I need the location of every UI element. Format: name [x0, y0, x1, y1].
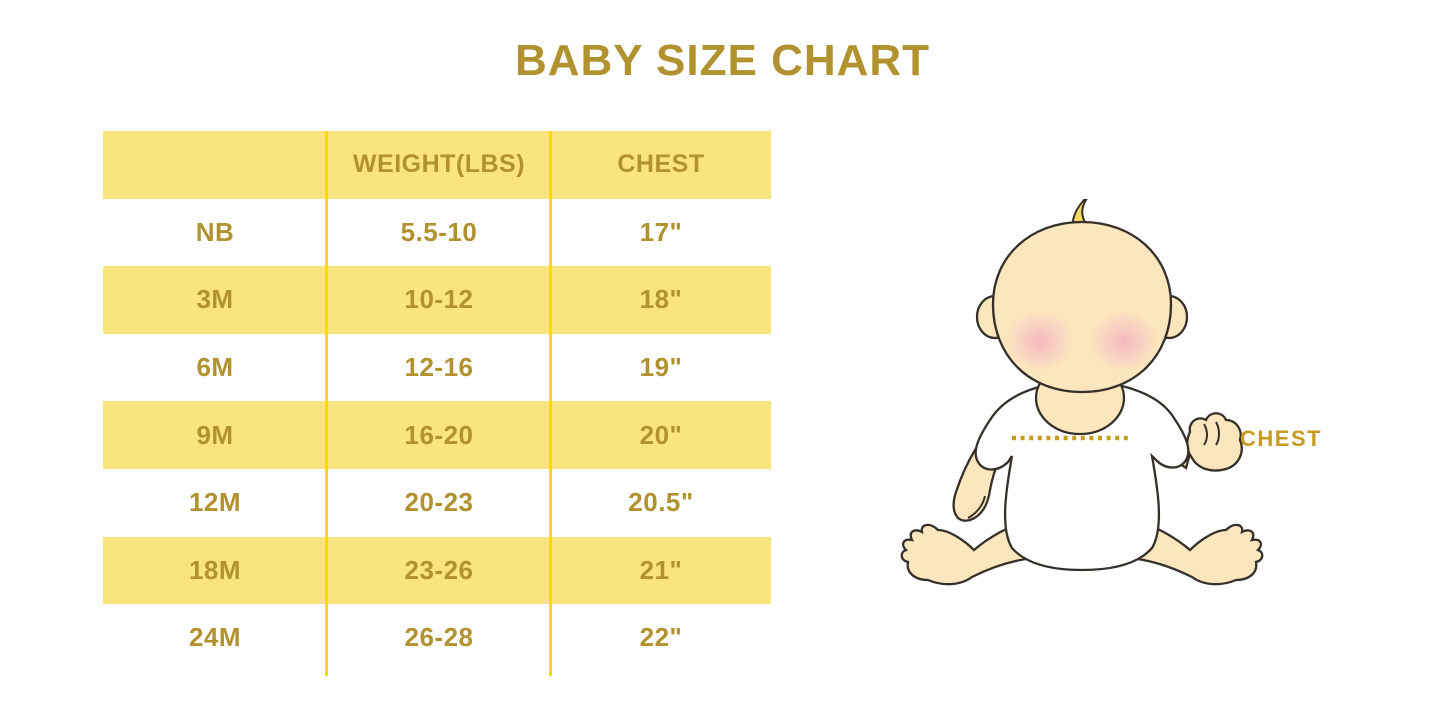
- table-row: 6M 12-16 19": [103, 334, 771, 402]
- chest-cell: 22": [639, 622, 683, 653]
- weight-cell: 10-12: [404, 284, 474, 315]
- weight-cell: 23-26: [404, 554, 474, 585]
- finger-line: [967, 495, 986, 519]
- size-cell: 24M: [188, 622, 242, 653]
- size-cell: NB: [195, 216, 235, 247]
- header-weight: WEIGHT(LBS): [352, 150, 526, 179]
- leg-right: [1128, 518, 1264, 586]
- baby-illustration: CHEST: [880, 180, 1360, 660]
- weight-cell: 26-28: [404, 622, 474, 653]
- table-row: 9M 16-20 20": [103, 401, 771, 469]
- header-chest: CHEST: [617, 150, 705, 179]
- table-row: 3M 10-12 18": [103, 266, 771, 334]
- cheek-left: [1006, 310, 1074, 372]
- size-table-body: NB 5.5-10 17" 3M 10-12 18" 6M 12-16 19" …: [103, 199, 771, 672]
- chest-cell: 17": [639, 216, 683, 247]
- table-row: 18M 23-26 21": [103, 536, 771, 605]
- baby-size-table: WEIGHT(LBS) CHEST NB 5.5-10 17" 3M 10-12…: [103, 131, 771, 676]
- cheek-right: [1090, 310, 1158, 372]
- chest-label: CHEST: [1240, 426, 1322, 451]
- shirt: [974, 384, 1190, 572]
- column-divider: [325, 131, 328, 676]
- leg-left: [900, 518, 1036, 586]
- column-divider: [549, 131, 552, 676]
- size-cell: 12M: [188, 487, 242, 518]
- table-row: 12M 20-23 20.5": [103, 469, 771, 537]
- chest-cell: 20.5": [628, 487, 694, 518]
- table-row: NB 5.5-10 17": [103, 199, 771, 267]
- chest-cell: 20": [639, 419, 683, 450]
- chest-cell: 21": [639, 554, 683, 585]
- size-cell: 9M: [196, 419, 234, 450]
- weight-cell: 5.5-10: [400, 216, 478, 247]
- weight-cell: 16-20: [404, 419, 474, 450]
- size-cell: 3M: [196, 284, 234, 315]
- size-cell: 6M: [196, 352, 234, 383]
- knuckle-line: [1203, 421, 1220, 446]
- table-row: 24M 26-28 22": [103, 604, 771, 672]
- weight-cell: 20-23: [404, 487, 474, 518]
- fist-right: [1186, 412, 1243, 472]
- size-cell: 18M: [188, 554, 242, 585]
- chest-cell: 19": [639, 352, 683, 383]
- chest-cell: 18": [639, 284, 683, 315]
- head: [991, 220, 1173, 394]
- weight-cell: 12-16: [404, 352, 474, 383]
- table-header-row: WEIGHT(LBS) CHEST: [103, 131, 771, 199]
- page-title: BABY SIZE CHART: [514, 36, 931, 85]
- baby-chest-diagram: CHEST: [900, 199, 1322, 586]
